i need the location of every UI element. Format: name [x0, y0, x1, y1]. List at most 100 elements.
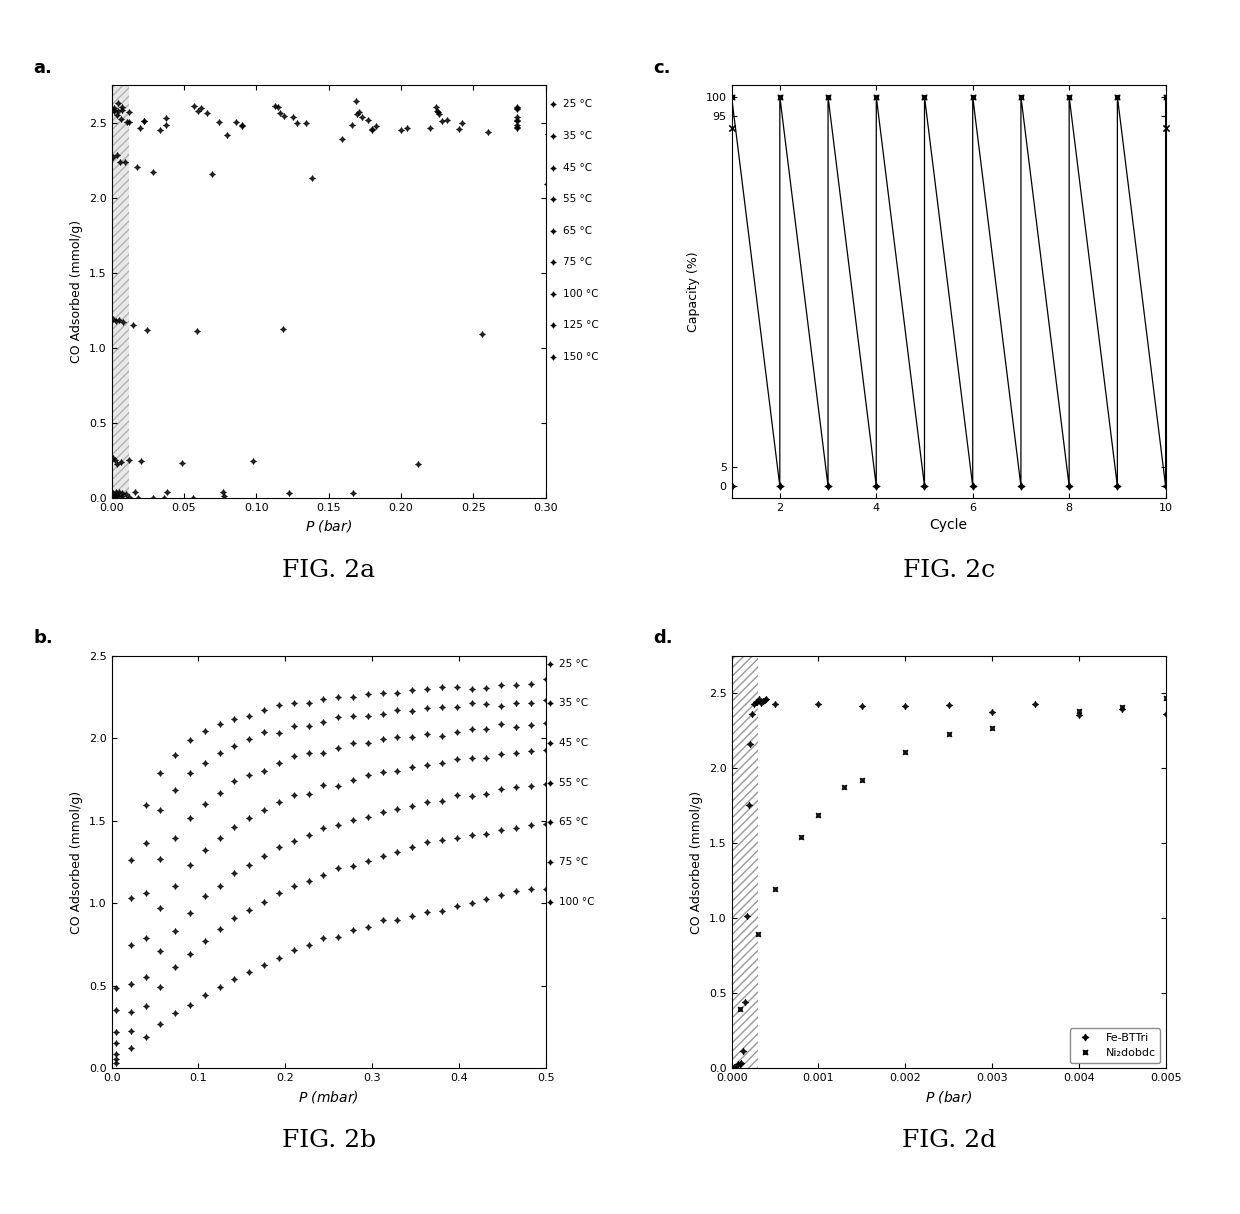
- Point: [373, 683, 393, 703]
- Point: [105, 1049, 126, 1068]
- Point: [521, 741, 541, 760]
- Text: 35 °C: 35 °C: [558, 698, 588, 709]
- Point: [286, 114, 306, 134]
- Point: [358, 851, 378, 870]
- Point: [187, 322, 207, 341]
- Point: [521, 674, 541, 693]
- Point: [343, 707, 363, 726]
- Point: [269, 883, 289, 902]
- Point: [284, 716, 304, 736]
- Point: [536, 741, 556, 760]
- Point: [165, 828, 185, 847]
- Point: [744, 694, 764, 714]
- Point: [108, 106, 128, 125]
- X-axis label: $P$ (mbar): $P$ (mbar): [299, 1089, 358, 1105]
- Point: [123, 314, 143, 334]
- Text: 100 °C: 100 °C: [563, 289, 599, 299]
- Point: [224, 737, 244, 756]
- Point: [113, 97, 133, 117]
- Point: [150, 850, 170, 869]
- Point: [739, 795, 759, 815]
- Point: [722, 87, 742, 107]
- Point: [284, 693, 304, 713]
- Point: [105, 311, 125, 330]
- Point: [491, 779, 511, 799]
- Point: [1059, 87, 1079, 107]
- Point: [113, 483, 133, 503]
- Point: [224, 863, 244, 883]
- Point: [119, 487, 139, 506]
- Point: [197, 103, 217, 123]
- Point: [491, 675, 511, 694]
- Point: [427, 97, 446, 117]
- Point: [536, 691, 556, 710]
- Point: [120, 1038, 140, 1057]
- Point: [283, 107, 303, 126]
- Point: [743, 704, 763, 724]
- Point: [350, 102, 370, 121]
- Point: [103, 310, 123, 329]
- Point: [184, 488, 203, 507]
- Point: [915, 87, 935, 107]
- Point: [358, 707, 378, 726]
- Y-axis label: Capacity (%): Capacity (%): [687, 251, 701, 331]
- Point: [388, 700, 408, 720]
- Point: [299, 744, 319, 764]
- Point: [107, 486, 126, 505]
- Point: [269, 948, 289, 968]
- Point: [239, 963, 259, 982]
- Point: [539, 773, 559, 793]
- Point: [507, 97, 527, 117]
- Point: [343, 856, 363, 875]
- Point: [446, 828, 466, 847]
- Point: [109, 482, 129, 501]
- Point: [388, 841, 408, 861]
- Point: [417, 724, 436, 743]
- Point: [332, 129, 352, 148]
- Point: [543, 284, 563, 304]
- Point: [982, 703, 1002, 722]
- Point: [808, 805, 828, 824]
- Point: [666, 125, 686, 144]
- Point: [150, 1015, 170, 1034]
- Point: [895, 697, 915, 716]
- Point: [751, 693, 771, 713]
- Point: [165, 1004, 185, 1023]
- Point: [388, 727, 408, 747]
- Point: [296, 113, 316, 132]
- Point: [112, 109, 131, 129]
- Point: [180, 903, 200, 923]
- Point: [299, 870, 319, 890]
- Point: [134, 112, 154, 131]
- Point: [126, 158, 146, 177]
- Point: [432, 792, 451, 811]
- Point: [113, 101, 133, 120]
- Point: [284, 941, 304, 960]
- Point: [388, 800, 408, 819]
- Point: [358, 685, 378, 704]
- Point: [1011, 476, 1030, 495]
- Point: [507, 110, 527, 130]
- Point: [347, 104, 367, 124]
- Point: [105, 1033, 126, 1053]
- Text: 150 °C: 150 °C: [563, 352, 599, 362]
- Point: [112, 453, 131, 472]
- Point: [603, 123, 622, 142]
- Point: [634, 121, 653, 141]
- Point: [154, 488, 174, 507]
- Point: [1156, 87, 1176, 107]
- Point: [239, 855, 259, 874]
- Point: [539, 693, 559, 713]
- Point: [521, 776, 541, 795]
- Point: [538, 124, 558, 143]
- Point: [765, 879, 785, 898]
- Point: [745, 692, 765, 711]
- Point: [239, 705, 259, 725]
- Point: [109, 311, 129, 330]
- Point: [1069, 700, 1089, 720]
- Point: [210, 829, 229, 849]
- Point: [402, 907, 422, 926]
- Point: [506, 881, 526, 901]
- Point: [362, 120, 382, 140]
- Point: [224, 969, 244, 988]
